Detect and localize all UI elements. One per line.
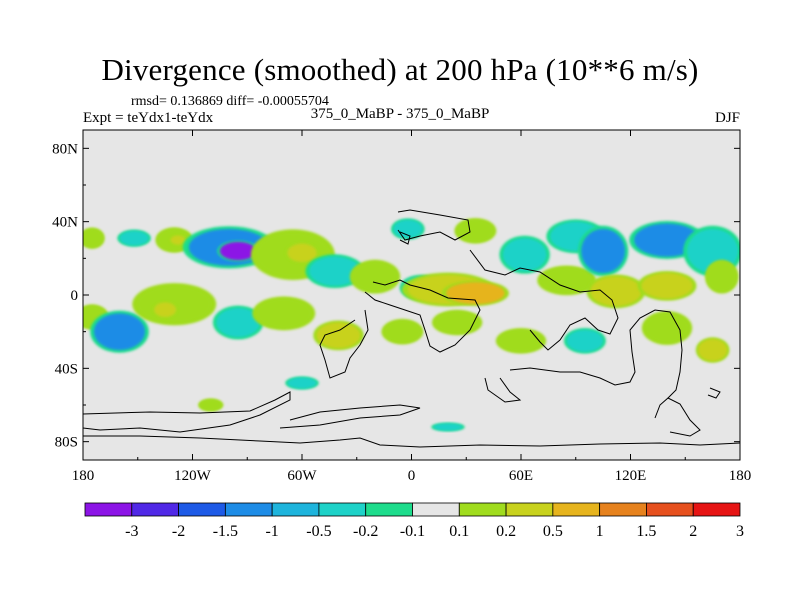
colorbar-label: -2 xyxy=(172,523,185,540)
divergence-patch xyxy=(353,262,397,292)
coastline-segment xyxy=(484,377,522,403)
divergence-patch xyxy=(707,262,737,292)
experiment-label: Expt = teYdx1-teYdx xyxy=(83,110,214,126)
y-tick-label: 40S xyxy=(55,361,78,377)
divergence-patch xyxy=(199,399,222,411)
coastline-segment xyxy=(364,279,481,353)
x-tick-label: 60E xyxy=(509,468,533,484)
divergence-patch xyxy=(216,307,261,338)
colorbar: -3 -2 -1.5 -1 -0.5 -0.2 -0.1 0.1 0.2 0.5 1 1.5 2 3 xyxy=(84,502,744,540)
divergence-patch xyxy=(93,313,146,350)
colorbar-swatch xyxy=(599,502,647,517)
colorbar-swatch xyxy=(412,502,460,517)
divergence-patch xyxy=(154,302,177,317)
divergence-patch xyxy=(502,238,547,272)
divergence-patch xyxy=(256,298,312,329)
colorbar-swatch xyxy=(646,502,694,517)
colorbar-label: -1 xyxy=(265,523,278,540)
colorbar-swatch xyxy=(692,502,741,517)
divergence-patch xyxy=(590,276,642,307)
divergence-patch xyxy=(316,322,361,349)
colorbar-swatch xyxy=(178,502,226,517)
coastline-segment xyxy=(469,249,619,351)
coastline-segment xyxy=(654,397,701,437)
colorbar-label: 3 xyxy=(736,523,744,540)
divergence-patch xyxy=(581,229,626,273)
y-tick-label: 0 xyxy=(71,288,79,304)
x-axis: 180 120W 60W 0 60E 120E 180 xyxy=(72,130,752,484)
coastline-segment xyxy=(397,209,471,241)
season-label: DJF xyxy=(714,110,740,126)
divergence-patch xyxy=(170,235,186,245)
x-tick-label: 120W xyxy=(174,468,212,484)
divergence-patch xyxy=(384,320,421,343)
colorbar-swatch xyxy=(84,502,133,517)
x-tick-label: 0 xyxy=(408,468,416,484)
divergence-patch xyxy=(219,241,257,261)
divergence-patch xyxy=(309,256,361,286)
divergence-patch xyxy=(645,313,689,343)
x-tick-label: 60W xyxy=(287,468,317,484)
coastline-outlines xyxy=(83,209,740,448)
colorbar-label: 2 xyxy=(689,523,697,540)
divergence-patch xyxy=(541,267,593,294)
divergence-patch xyxy=(435,311,480,334)
colorbar-label: 0.1 xyxy=(449,523,469,540)
coastline-segment xyxy=(279,404,421,429)
coastline-segment xyxy=(83,435,740,448)
colorbar-swatch xyxy=(552,502,601,517)
x-tick-label: 180 xyxy=(72,468,95,484)
rmsd-diff-stats: rmsd= 0.136869 diff= -0.00055704 xyxy=(131,94,329,109)
divergence-field xyxy=(83,218,740,432)
colorbar-label: 0.5 xyxy=(543,523,563,540)
colorbar-swatch xyxy=(318,502,367,517)
colorbar-swatch xyxy=(271,502,320,517)
divergence-patch xyxy=(287,243,317,262)
divergence-patch xyxy=(566,329,604,352)
divergence-patch xyxy=(287,377,317,389)
coastline-segment xyxy=(509,309,683,399)
divergence-patch xyxy=(457,219,494,242)
y-tick-label: 40N xyxy=(52,215,78,231)
divergence-patch xyxy=(641,273,693,299)
coastline-segment xyxy=(319,309,369,379)
colorbar-label: -0.2 xyxy=(353,523,378,540)
colorbar-swatch xyxy=(365,502,413,517)
colorbar-label: 1 xyxy=(596,523,604,540)
x-tick-label: 120E xyxy=(615,468,647,484)
colorbar-swatch xyxy=(224,502,273,517)
x-tick-label: 180 xyxy=(729,468,752,484)
coastline-segment xyxy=(707,387,721,399)
case-subtitle: 375_0_MaBP - 375_0_MaBP xyxy=(310,106,490,122)
colorbar-label: -0.1 xyxy=(400,523,425,540)
divergence-patch xyxy=(698,339,728,361)
divergence-patch xyxy=(119,230,149,246)
y-axis: 80N 40N 0 40S 80S xyxy=(52,141,740,451)
y-tick-label: 80S xyxy=(55,435,78,451)
coastline-segment xyxy=(83,391,291,433)
divergence-patch xyxy=(433,423,463,431)
colorbar-swatch xyxy=(505,502,554,517)
colorbar-label: -1.5 xyxy=(213,523,238,540)
colorbar-label: -0.5 xyxy=(306,523,331,540)
colorbar-label: 0.2 xyxy=(496,523,516,540)
coastline-segment xyxy=(399,231,411,245)
colorbar-label: -3 xyxy=(125,523,138,540)
colorbar-swatch xyxy=(458,502,507,517)
chart-title: Divergence (smoothed) at 200 hPa (10**6 … xyxy=(101,52,699,87)
colorbar-swatch xyxy=(131,502,179,517)
divergence-patch xyxy=(83,229,104,248)
y-tick-label: 80N xyxy=(52,141,78,157)
divergence-patch xyxy=(499,329,543,352)
colorbar-label: 1.5 xyxy=(636,523,656,540)
